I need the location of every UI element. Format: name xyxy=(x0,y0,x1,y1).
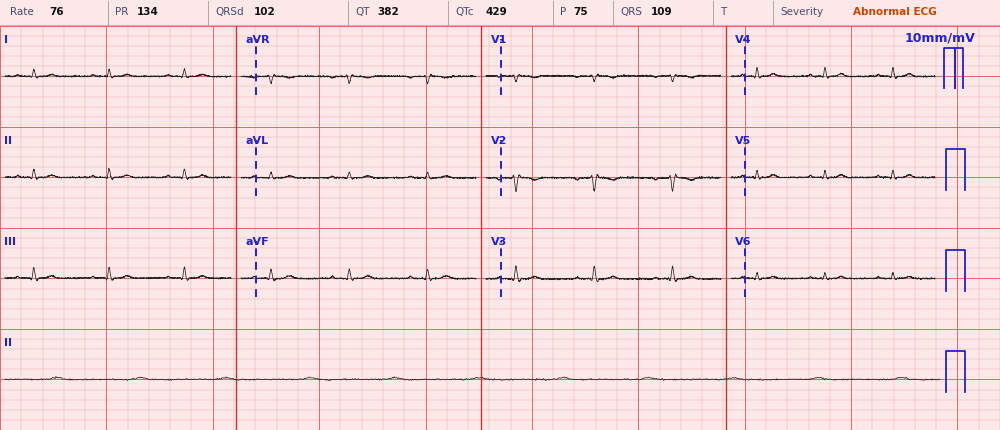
Text: 134: 134 xyxy=(137,7,159,17)
Text: aVL: aVL xyxy=(246,136,269,146)
Text: Abnormal ECG: Abnormal ECG xyxy=(853,7,937,17)
Text: 75: 75 xyxy=(574,7,588,17)
Text: 10mm/mV: 10mm/mV xyxy=(904,32,975,45)
Text: QTc: QTc xyxy=(455,7,474,17)
Text: II: II xyxy=(4,338,12,348)
Text: V4: V4 xyxy=(735,35,751,45)
Text: Rate: Rate xyxy=(10,7,34,17)
Text: II: II xyxy=(4,136,12,146)
Text: QRSd: QRSd xyxy=(215,7,244,17)
Text: V3: V3 xyxy=(491,237,507,247)
Text: aVR: aVR xyxy=(246,35,270,45)
Text: 382: 382 xyxy=(377,7,399,17)
Text: QT: QT xyxy=(355,7,370,17)
Text: 109: 109 xyxy=(650,7,672,17)
Text: Severity: Severity xyxy=(780,7,823,17)
Text: 102: 102 xyxy=(254,7,276,17)
Text: V2: V2 xyxy=(491,136,507,146)
Text: 76: 76 xyxy=(49,7,64,17)
Text: V6: V6 xyxy=(735,237,751,247)
Text: 429: 429 xyxy=(486,7,507,17)
Text: P: P xyxy=(560,7,566,17)
Text: V1: V1 xyxy=(491,35,507,45)
Text: T: T xyxy=(720,7,726,17)
Text: I: I xyxy=(4,35,8,45)
Text: V5: V5 xyxy=(735,136,751,146)
Text: aVF: aVF xyxy=(246,237,269,247)
Text: PR: PR xyxy=(115,7,128,17)
Text: QRS: QRS xyxy=(620,7,642,17)
Text: III: III xyxy=(4,237,16,247)
